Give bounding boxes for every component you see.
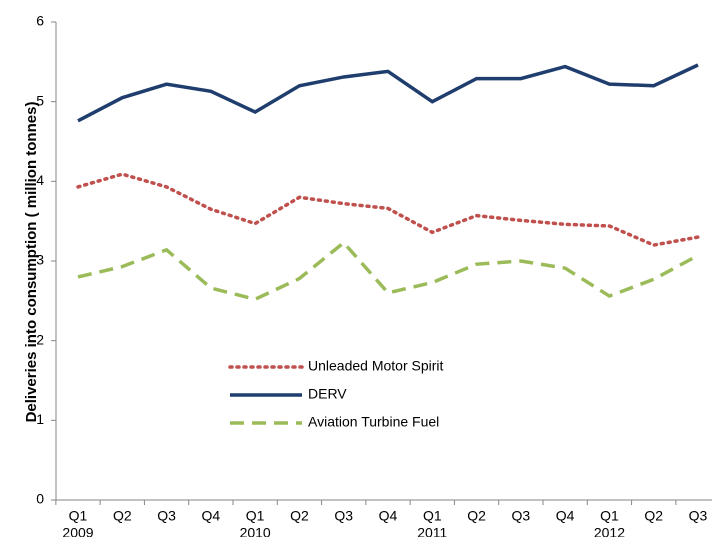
x-tick-label: Q1 — [423, 508, 442, 524]
x-group-label: 2011 — [417, 525, 447, 537]
x-group-label: 2009 — [62, 525, 93, 537]
x-tick-label: Q2 — [290, 508, 309, 524]
line-series — [77, 240, 699, 302]
y-tick-label: 3 — [36, 252, 44, 268]
y-tick-label: 0 — [36, 491, 44, 507]
y-tick-label: 2 — [36, 331, 44, 347]
x-tick-label: Q1 — [69, 508, 88, 524]
x-tick-label: Q2 — [644, 508, 663, 524]
x-group-label: 2012 — [594, 525, 625, 537]
legend-label: DERV — [308, 386, 347, 402]
x-tick-label: Q3 — [157, 508, 176, 524]
x-tick-label: Q4 — [379, 508, 398, 524]
x-tick-label: Q4 — [202, 508, 221, 524]
x-tick-label: Q3 — [334, 508, 353, 524]
x-tick-label: Q3 — [512, 508, 531, 524]
legend-label: Aviation Turbine Fuel — [308, 414, 439, 430]
x-tick-label: Q3 — [689, 508, 708, 524]
y-tick-label: 4 — [36, 172, 44, 188]
x-tick-label: Q2 — [113, 508, 132, 524]
y-axis-label: Deliveries into consumption ( million to… — [23, 102, 40, 423]
y-tick-label: 1 — [36, 411, 44, 427]
x-tick-label: Q1 — [246, 508, 265, 524]
y-tick-label: 5 — [36, 92, 44, 108]
line-series — [76, 172, 700, 247]
legend-label: Unleaded Motor Spirit — [308, 358, 444, 374]
x-tick-label: Q1 — [600, 508, 619, 524]
x-group-label: 2010 — [240, 525, 271, 537]
x-tick-label: Q4 — [556, 508, 575, 524]
line-series — [77, 63, 699, 123]
y-tick-label: 6 — [36, 13, 44, 29]
x-tick-label: Q2 — [467, 508, 486, 524]
